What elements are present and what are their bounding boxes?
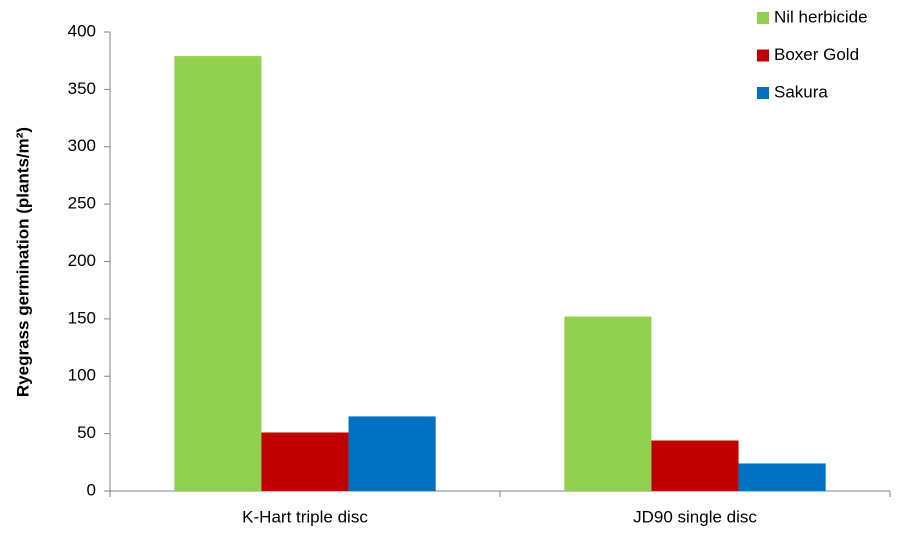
bar xyxy=(738,463,826,491)
y-tick-label: 300 xyxy=(68,136,96,155)
y-tick-label: 0 xyxy=(87,480,96,499)
y-axis-label: Ryegrass germination (plants/m²) xyxy=(13,127,32,397)
legend-swatch xyxy=(757,87,769,99)
y-tick-label: 400 xyxy=(68,21,96,40)
x-tick-label: K-Hart triple disc xyxy=(242,507,368,526)
bar xyxy=(261,432,349,491)
legend-label: Nil herbicide xyxy=(774,7,868,26)
y-tick-label: 100 xyxy=(68,366,96,385)
bar xyxy=(348,416,436,491)
y-tick-label: 50 xyxy=(77,423,96,442)
bar xyxy=(564,316,652,491)
legend-swatch xyxy=(757,49,769,62)
y-tick-label: 250 xyxy=(68,194,96,213)
y-tick-label: 200 xyxy=(68,251,96,270)
y-tick-label: 350 xyxy=(68,79,96,98)
legend-label: Boxer Gold xyxy=(774,45,859,64)
legend-swatch xyxy=(757,12,769,24)
bar xyxy=(174,56,262,491)
x-tick-label: JD90 single disc xyxy=(633,507,757,526)
bar xyxy=(651,440,739,491)
y-tick-label: 150 xyxy=(68,308,96,327)
legend-label: Sakura xyxy=(774,82,828,101)
